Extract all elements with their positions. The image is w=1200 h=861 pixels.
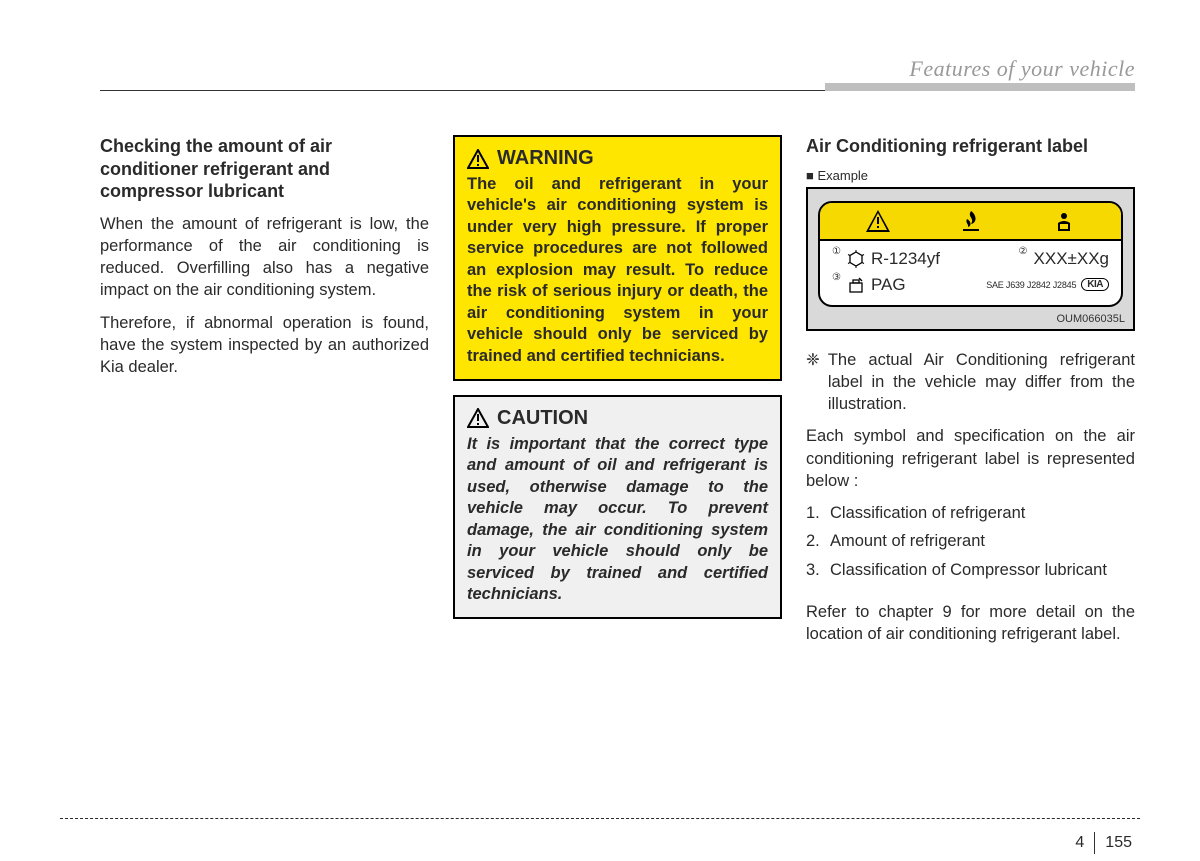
list-item-1: 1. Classification of refrigerant (806, 502, 1135, 524)
page-header: Features of your vehicle (100, 60, 1135, 94)
label-row-1: ① R-1234yf ② XXX±XXg (832, 249, 1109, 269)
label-row-2: ③ PAG SAE J639 J2842 J2845 KIA (832, 275, 1109, 295)
caution-heading: CAUTION (467, 407, 768, 430)
refrigerant-label-figure: ① R-1234yf ② XXX±XXg ③ PAG (806, 187, 1135, 331)
figure-code: OUM066035L (1057, 313, 1126, 325)
col1-paragraph-1: When the amount of refrigerant is low, t… (100, 213, 429, 302)
note-text: The actual Air Conditioning refrigerant … (828, 349, 1135, 416)
list-num-3: 3. (806, 559, 824, 581)
col1-paragraph-2: Therefore, if abnormal operation is foun… (100, 312, 429, 379)
refrigerant-amount: XXX±XXg (1034, 249, 1109, 269)
callout-3: ③ (832, 272, 841, 283)
lubricant-can-icon (847, 276, 865, 294)
col1-heading: Checking the amount of air conditioner r… (100, 135, 429, 203)
column-right: Air Conditioning refrigerant label ■ Exa… (806, 135, 1135, 655)
page-index: 155 (1105, 834, 1132, 852)
note-item: ❈ The actual Air Conditioning refrigeran… (806, 349, 1135, 416)
read-manual-icon (1052, 209, 1076, 233)
list-text-2: Amount of refrigerant (830, 530, 1135, 552)
caution-body: It is important that the correct type an… (467, 434, 768, 606)
refrigerant-label-inner: ① R-1234yf ② XXX±XXg ③ PAG (818, 201, 1123, 307)
warning-box: WARNING The oil and refrigerant in your … (453, 135, 782, 381)
content-area: Checking the amount of air conditioner r… (100, 135, 1135, 655)
caution-box: CAUTION It is important that the correct… (453, 395, 782, 620)
label-bottom: ① R-1234yf ② XXX±XXg ③ PAG (820, 241, 1121, 305)
page-number: 4 155 (1075, 832, 1132, 854)
footer-dashed-rule (60, 818, 1140, 819)
chapter-number: 4 (1075, 834, 1084, 852)
refrigerant-hex-icon (847, 250, 865, 268)
col3-heading: Air Conditioning refrigerant label (806, 135, 1135, 158)
col3-paragraph-2: Refer to chapter 9 for more detail on th… (806, 601, 1135, 646)
header-band (825, 83, 1135, 91)
kia-badge: KIA (1081, 278, 1109, 291)
warning-body: The oil and refrigerant in your vehicle'… (467, 174, 768, 367)
flammable-icon (960, 209, 982, 233)
refrigerant-type: R-1234yf (871, 249, 940, 269)
list-text-1: Classification of refrigerant (830, 502, 1135, 524)
caution-title: CAUTION (497, 407, 588, 430)
warning-heading: WARNING (467, 147, 768, 170)
lubricant-type: PAG (871, 275, 906, 295)
section-title: Features of your vehicle (909, 56, 1135, 82)
warning-title: WARNING (497, 147, 594, 170)
caution-triangle-icon (467, 408, 489, 428)
header-rule (100, 90, 825, 91)
column-left: Checking the amount of air conditioner r… (100, 135, 429, 655)
list-item-2: 2. Amount of refrigerant (806, 530, 1135, 552)
label-top-band (820, 203, 1121, 241)
callout-2: ② (1019, 246, 1028, 257)
column-middle: WARNING The oil and refrigerant in your … (453, 135, 782, 655)
list-text-3: Classification of Compressor lubricant (830, 559, 1135, 581)
col3-paragraph-1: Each symbol and specification on the air… (806, 425, 1135, 492)
note-symbol: ❈ (806, 349, 820, 416)
page-separator (1094, 832, 1095, 854)
list-num-1: 1. (806, 502, 824, 524)
callout-1: ① (832, 246, 841, 257)
list-num-2: 2. (806, 530, 824, 552)
example-label: ■ Example (806, 168, 1135, 183)
hazard-warning-icon (865, 209, 891, 233)
sae-spec: SAE J639 J2842 J2845 (986, 280, 1076, 290)
warning-triangle-icon (467, 149, 489, 169)
list-item-3: 3. Classification of Compressor lubrican… (806, 559, 1135, 581)
